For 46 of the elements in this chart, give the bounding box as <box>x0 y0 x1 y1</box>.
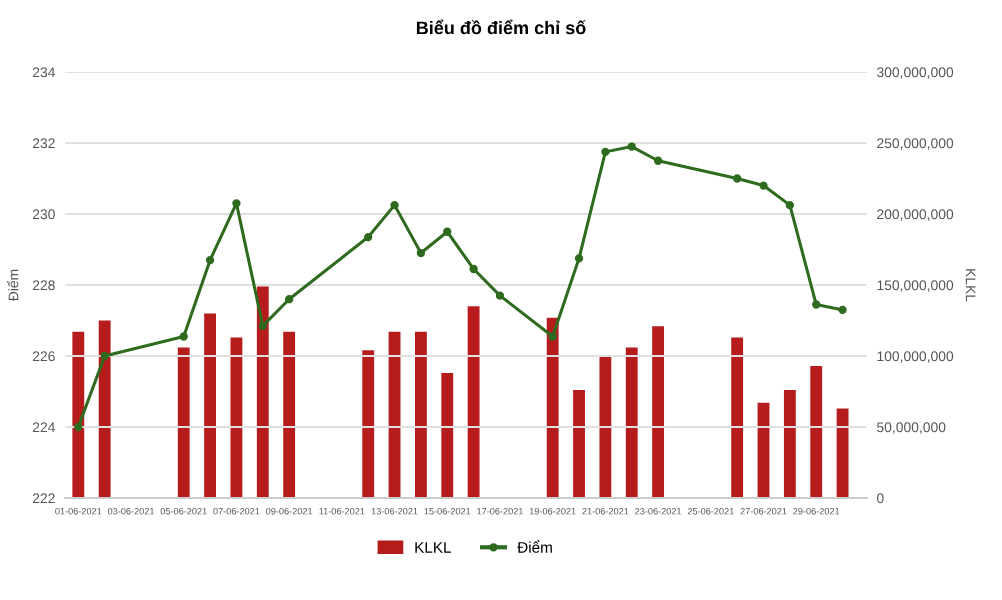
bar <box>362 350 375 498</box>
point <box>179 332 188 341</box>
point <box>443 227 452 236</box>
point <box>732 174 742 183</box>
bar <box>625 347 638 498</box>
point <box>574 254 584 263</box>
chart-title: Biểu đồ điểm chỉ số <box>416 19 586 35</box>
point <box>284 295 294 304</box>
bar <box>652 326 665 498</box>
bar <box>731 337 744 498</box>
point <box>759 181 768 190</box>
bar <box>810 365 823 498</box>
point <box>390 200 399 210</box>
point <box>838 305 847 315</box>
point <box>205 255 215 265</box>
point <box>785 200 795 210</box>
bar <box>230 337 243 498</box>
point <box>364 232 373 242</box>
point <box>100 351 109 361</box>
bar <box>599 356 612 498</box>
bar <box>783 390 796 498</box>
bar <box>72 331 85 498</box>
bar <box>283 331 296 498</box>
bar <box>204 313 217 498</box>
point <box>548 332 557 341</box>
point <box>74 422 83 432</box>
point <box>469 264 478 274</box>
bar <box>441 373 454 498</box>
bar <box>256 286 269 498</box>
point <box>495 291 505 300</box>
bar <box>414 331 427 498</box>
point <box>653 156 663 165</box>
point <box>601 147 610 157</box>
bar <box>177 347 190 498</box>
bar <box>388 331 401 498</box>
bar <box>546 317 559 498</box>
bar <box>467 306 480 498</box>
point <box>232 199 241 208</box>
bar <box>757 402 770 498</box>
bar <box>98 320 111 498</box>
point <box>627 142 636 151</box>
point <box>812 300 821 309</box>
bar <box>573 390 585 498</box>
point <box>416 248 426 258</box>
point <box>258 321 267 330</box>
bar <box>836 408 849 498</box>
